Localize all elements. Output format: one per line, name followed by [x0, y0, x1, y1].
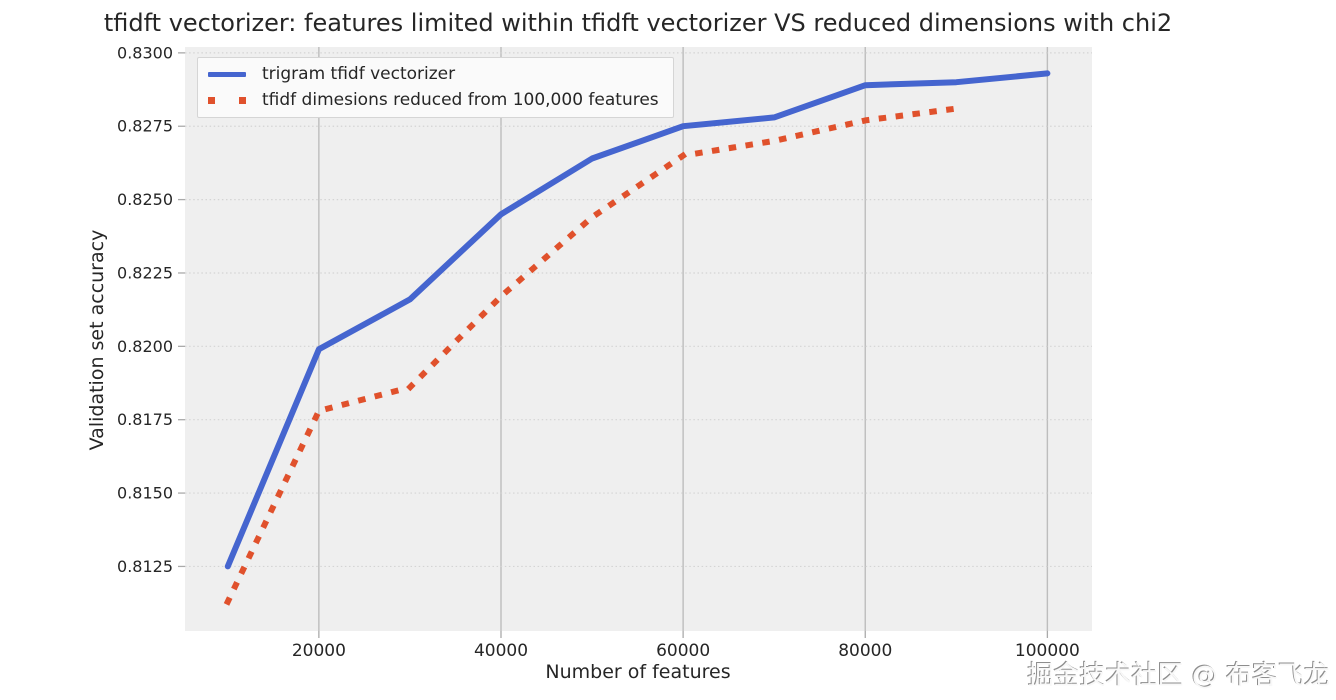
y-tick-label: 0.8225 [117, 263, 173, 282]
x-tick-label: 60000 [656, 641, 710, 661]
x-tick-label: 20000 [292, 641, 346, 661]
y-axis-label: Validation set accuracy [86, 229, 108, 451]
legend-label-trigram: trigram tfidf vectorizer [262, 64, 456, 84]
y-tick-label: 0.8125 [117, 557, 173, 576]
legend-item-trigram: trigram tfidf vectorizer [208, 63, 659, 85]
y-tick-label: 0.8300 [117, 43, 173, 62]
y-tick-label: 0.8250 [117, 190, 173, 209]
x-axis-label: Number of features [545, 661, 731, 683]
legend: trigram tfidf vectorizer tfidf dimesions… [197, 57, 674, 118]
watermark: 掘金技术社区 @ 布客飞龙 [1027, 661, 1330, 691]
y-tick-label: 0.8275 [117, 117, 173, 136]
x-tick-label: 40000 [474, 641, 528, 661]
y-tick-label: 0.8150 [117, 484, 173, 503]
y-tick-label: 0.8200 [117, 337, 173, 356]
plot-background [185, 47, 1092, 631]
y-tick-label: 0.8175 [117, 410, 173, 429]
x-tick-label: 100000 [1015, 641, 1080, 661]
legend-item-reduced: tfidf dimesions reduced from 100,000 fea… [208, 89, 659, 111]
legend-swatch-dotted-line-icon [208, 96, 246, 104]
series-line-trigram-vectorizer [224, 70, 1051, 570]
series-line-reduced-dimensions [223, 105, 960, 606]
legend-label-reduced: tfidf dimesions reduced from 100,000 fea… [262, 90, 659, 110]
chart-title: tfidft vectorizer: features limited with… [103, 9, 1173, 37]
legend-swatch-solid-line-icon [208, 71, 246, 77]
x-tick-label: 80000 [838, 641, 892, 661]
